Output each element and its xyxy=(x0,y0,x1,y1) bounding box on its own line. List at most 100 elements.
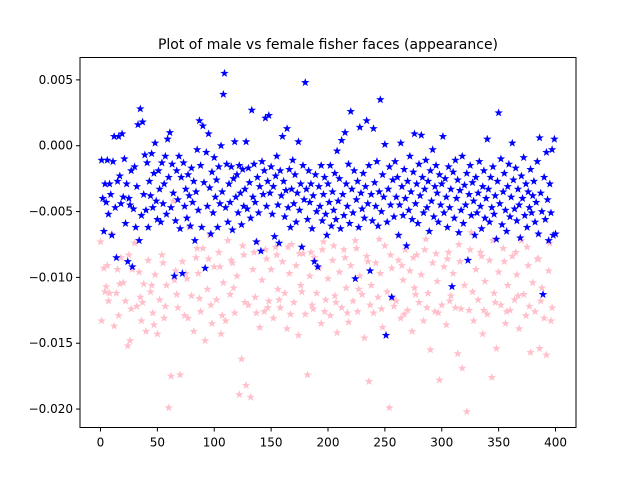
point-series1-392 xyxy=(543,195,552,204)
point-series1-197 xyxy=(321,209,330,218)
point-series0-204 xyxy=(147,280,156,289)
point-series1-145 xyxy=(262,201,271,210)
point-series1-188 xyxy=(311,170,320,179)
point-series0-0 xyxy=(96,237,105,246)
point-series1-389 xyxy=(539,172,549,181)
point-series1-52 xyxy=(156,217,165,226)
point-series1-70 xyxy=(177,172,186,181)
point-series1-336 xyxy=(479,166,489,175)
point-series0-173 xyxy=(487,373,496,382)
point-series0-183 xyxy=(510,295,519,304)
point-series1-214 xyxy=(340,128,350,137)
point-series0-86 xyxy=(289,298,299,306)
point-series1-150 xyxy=(268,209,277,218)
point-series0-250 xyxy=(218,311,227,320)
point-series1-330 xyxy=(472,208,482,217)
point-series1-192 xyxy=(315,201,325,210)
point-series1-166 xyxy=(286,222,295,231)
point-series0-61 xyxy=(232,271,242,280)
point-series0-257 xyxy=(297,287,307,296)
point-series0-232 xyxy=(466,245,475,254)
point-series1-7 xyxy=(105,179,114,188)
point-series0-81 xyxy=(278,257,287,266)
point-series1-163 xyxy=(282,124,292,133)
point-series0-199 xyxy=(546,316,556,325)
point-series1-16 xyxy=(115,171,124,180)
point-series1-295 xyxy=(433,188,442,197)
point-series1-110 xyxy=(222,159,231,168)
point-series1-270 xyxy=(404,205,413,214)
point-series1-306 xyxy=(445,203,454,212)
point-series0-227 xyxy=(409,253,418,262)
y-tick-label-3: −0.010 xyxy=(29,270,73,284)
point-series1-151 xyxy=(269,182,278,191)
point-series0-118 xyxy=(362,251,371,260)
point-series0-220 xyxy=(329,241,338,250)
point-series1-264 xyxy=(397,182,407,191)
point-series1-25 xyxy=(125,200,135,209)
point-series1-212 xyxy=(338,190,347,198)
point-series1-340 xyxy=(484,184,493,193)
point-series0-270 xyxy=(445,296,454,305)
point-series0-63 xyxy=(237,354,246,363)
point-series1-265 xyxy=(398,211,408,220)
point-series1-329 xyxy=(471,172,481,181)
point-series1-67 xyxy=(173,195,183,204)
point-series1-28 xyxy=(129,204,138,213)
point-series1-117 xyxy=(230,137,239,146)
point-series1-30 xyxy=(131,222,140,231)
point-series1-53 xyxy=(157,158,167,167)
point-series1-86 xyxy=(195,116,204,125)
point-series0-46 xyxy=(198,244,208,252)
point-series0-214 xyxy=(261,245,270,254)
point-series1-14 xyxy=(113,176,122,185)
point-series0-264 xyxy=(377,304,386,313)
point-series0-254 xyxy=(263,303,272,312)
point-series1-133 xyxy=(248,192,258,201)
point-series1-126 xyxy=(240,184,250,193)
point-series1-99 xyxy=(210,153,219,162)
point-series1-298 xyxy=(436,200,445,209)
point-series0-233 xyxy=(477,251,486,260)
point-series0-241 xyxy=(115,279,124,288)
point-series1-203 xyxy=(328,187,337,196)
point-series0-237 xyxy=(522,242,532,251)
point-series1-198 xyxy=(322,230,332,239)
point-series0-149 xyxy=(433,276,442,285)
point-series0-143 xyxy=(419,316,428,325)
point-series0-278 xyxy=(536,296,545,305)
point-series1-337 xyxy=(480,213,490,222)
point-series1-56 xyxy=(161,151,170,160)
series-1 xyxy=(97,68,560,339)
point-series0-234 xyxy=(488,236,498,245)
point-series0-90 xyxy=(298,249,308,258)
x-axis: 0 50 100 150 200 250 300 350 400 xyxy=(97,427,567,450)
point-series0-19 xyxy=(137,316,146,325)
point-series1-280 xyxy=(415,191,425,200)
point-series0-215 xyxy=(272,250,281,259)
point-series0-158 xyxy=(453,349,462,358)
point-series1-179 xyxy=(301,78,310,87)
point-series0-251 xyxy=(229,283,238,292)
point-series1-226 xyxy=(354,222,363,231)
point-series1-10 xyxy=(108,157,118,166)
point-series1-363 xyxy=(510,204,519,213)
point-series1-273 xyxy=(408,215,417,224)
point-series0-74 xyxy=(262,254,271,263)
point-series1-353 xyxy=(499,187,508,196)
point-series1-287 xyxy=(423,176,433,185)
point-series1-304 xyxy=(443,222,452,231)
point-series0-190 xyxy=(526,348,535,357)
point-series1-184 xyxy=(306,179,316,188)
point-series1-364 xyxy=(511,163,520,172)
point-series1-157 xyxy=(276,166,285,175)
point-series1-136 xyxy=(252,237,261,246)
point-series1-311 xyxy=(451,155,460,164)
point-series0-258 xyxy=(309,304,318,313)
point-series1-147 xyxy=(264,111,274,119)
point-series1-332 xyxy=(475,157,484,166)
point-series0-93 xyxy=(305,271,314,280)
point-series1-100 xyxy=(211,192,220,201)
point-series1-382 xyxy=(532,197,541,206)
point-series0-179 xyxy=(501,319,510,328)
